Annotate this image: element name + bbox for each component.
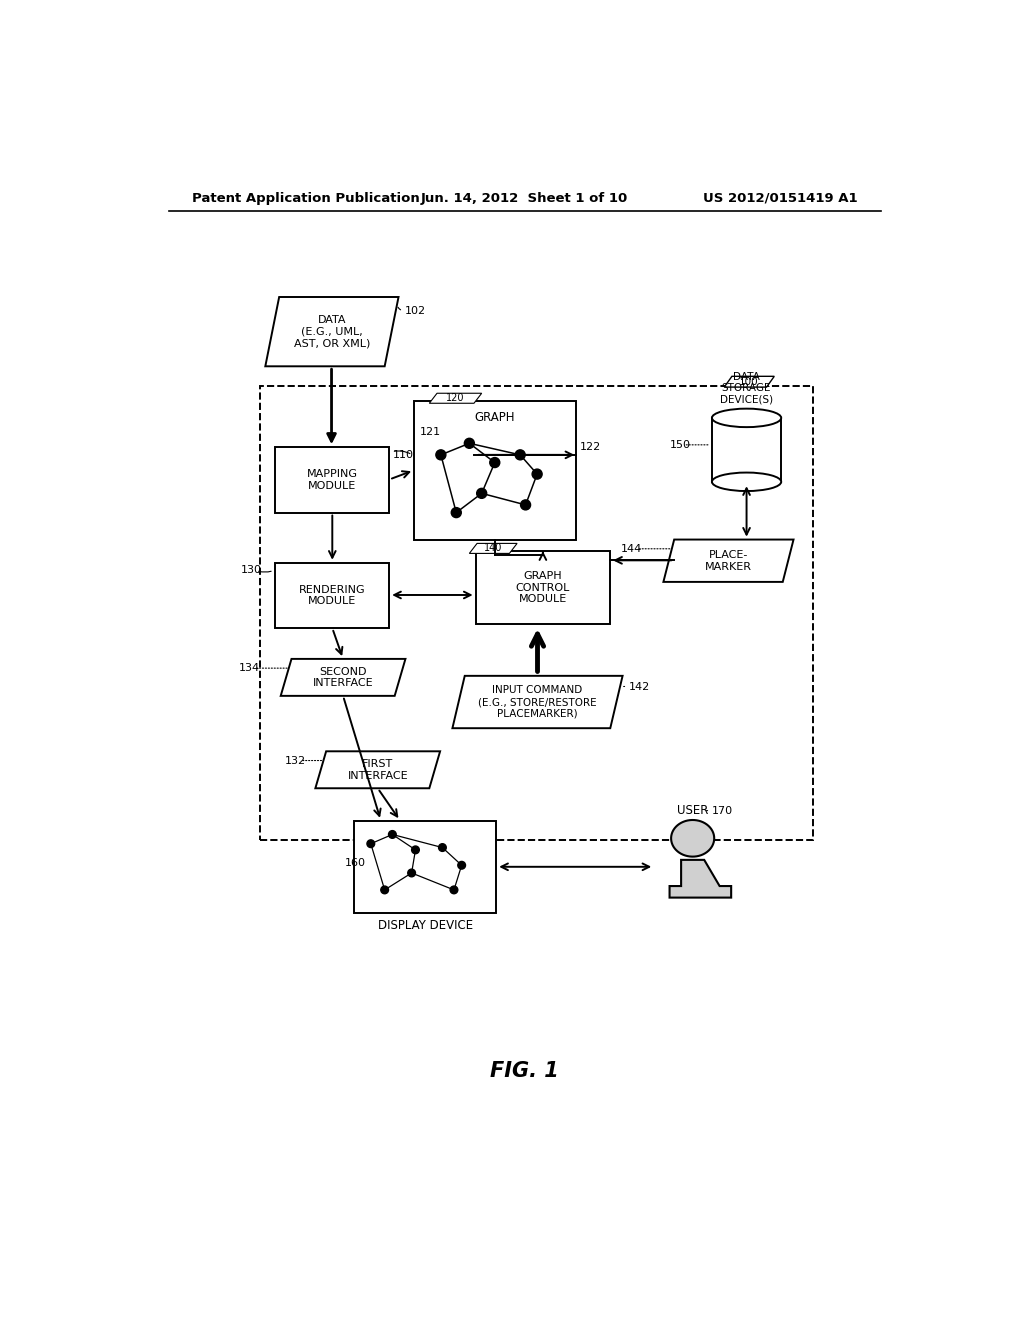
Circle shape [367, 840, 375, 847]
Polygon shape [664, 540, 794, 582]
Text: 160: 160 [345, 858, 366, 869]
Text: GRAPH
CONTROL
MODULE: GRAPH CONTROL MODULE [516, 572, 570, 605]
Polygon shape [671, 820, 714, 857]
Circle shape [388, 830, 396, 838]
Polygon shape [315, 751, 440, 788]
Text: 150: 150 [670, 440, 690, 450]
Circle shape [412, 846, 419, 854]
Text: GRAPH: GRAPH [474, 412, 515, 425]
Circle shape [452, 508, 461, 517]
Text: 122: 122 [580, 442, 601, 453]
Text: FIG. 1: FIG. 1 [490, 1061, 559, 1081]
Text: 170: 170 [712, 805, 733, 816]
Text: USER: USER [677, 804, 709, 817]
Circle shape [520, 500, 530, 510]
Polygon shape [724, 376, 774, 387]
Circle shape [515, 450, 525, 459]
Bar [354, 821, 497, 913]
Text: 134: 134 [239, 663, 259, 673]
Text: SECOND
INTERFACE: SECOND INTERFACE [312, 667, 374, 688]
Text: Jun. 14, 2012  Sheet 1 of 10: Jun. 14, 2012 Sheet 1 of 10 [421, 191, 629, 205]
Circle shape [451, 886, 458, 894]
Text: DATA
STORAGE
DEVICE(S): DATA STORAGE DEVICE(S) [720, 372, 773, 405]
Bar [275, 562, 389, 628]
Polygon shape [265, 297, 398, 367]
Text: FIRST
INTERFACE: FIRST INTERFACE [347, 759, 408, 780]
Ellipse shape [712, 473, 781, 491]
Text: DISPLAY DEVICE: DISPLAY DEVICE [378, 919, 473, 932]
Circle shape [408, 869, 416, 876]
Text: DATA
(E.G., UML,
AST, OR XML): DATA (E.G., UML, AST, OR XML) [294, 315, 370, 348]
Text: 142: 142 [629, 682, 650, 693]
Polygon shape [281, 659, 406, 696]
Text: Patent Application Publication: Patent Application Publication [193, 191, 420, 205]
Text: PLACE-
MARKER: PLACE- MARKER [705, 550, 752, 572]
Polygon shape [670, 859, 731, 898]
Text: MAPPING
MODULE: MAPPING MODULE [307, 469, 357, 491]
Text: 132: 132 [285, 755, 306, 766]
Circle shape [477, 488, 486, 499]
Circle shape [532, 469, 542, 479]
Text: 130: 130 [241, 565, 262, 576]
Polygon shape [469, 544, 517, 553]
Text: 140: 140 [484, 543, 503, 553]
Text: 144: 144 [621, 544, 642, 554]
Text: INPUT COMMAND
(E.G., STORE/RESTORE
PLACEMARKER): INPUT COMMAND (E.G., STORE/RESTORE PLACE… [478, 685, 597, 718]
Bar [475, 552, 610, 624]
Polygon shape [453, 676, 623, 729]
Text: 110: 110 [393, 450, 414, 459]
Circle shape [436, 450, 445, 459]
Polygon shape [429, 393, 481, 404]
Bar [414, 401, 575, 540]
Circle shape [464, 438, 474, 449]
Circle shape [381, 886, 388, 894]
Text: RENDERING
MODULE: RENDERING MODULE [299, 585, 366, 606]
Circle shape [489, 458, 500, 467]
Text: US 2012/0151419 A1: US 2012/0151419 A1 [702, 191, 857, 205]
Text: 100: 100 [739, 376, 759, 387]
Text: 121: 121 [420, 426, 441, 437]
Bar [275, 447, 389, 512]
Circle shape [438, 843, 446, 851]
Text: 120: 120 [446, 393, 465, 403]
Ellipse shape [712, 409, 781, 428]
Circle shape [458, 862, 466, 869]
Text: 102: 102 [404, 306, 426, 315]
Bar [260, 385, 813, 840]
